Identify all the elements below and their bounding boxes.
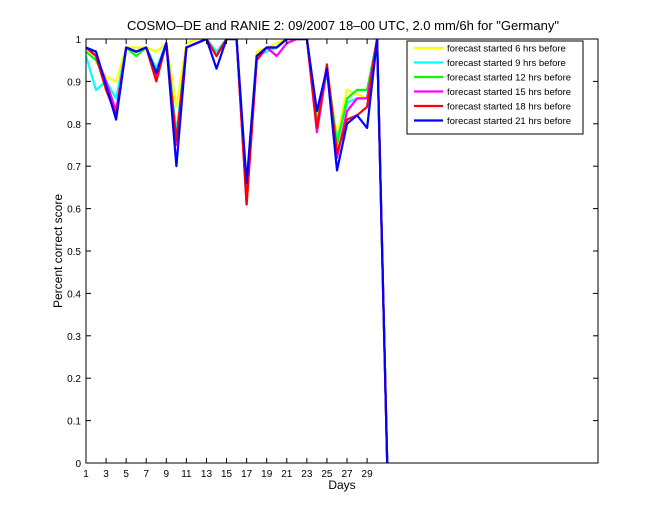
legend-label-3: forecast started 12 hrs before xyxy=(447,73,571,84)
x-axis-label: Days xyxy=(328,478,355,492)
x-tick-label: 1 xyxy=(83,469,89,480)
legend-label-2: forecast started 9 hrs before xyxy=(447,58,566,69)
y-tick-label: 0.8 xyxy=(67,120,81,131)
y-tick-label: 0.3 xyxy=(67,332,81,343)
y-tick-label: 0.5 xyxy=(67,247,81,258)
y-tick-label: 0 xyxy=(75,459,81,470)
x-tick-label: 7 xyxy=(143,469,149,480)
x-tick-label: 9 xyxy=(164,469,170,480)
x-tick-label: 13 xyxy=(201,469,213,480)
y-tick-label: 0.2 xyxy=(67,374,81,385)
x-tick-label: 3 xyxy=(103,469,109,480)
y-axis-label: Percent correct score xyxy=(51,194,65,308)
x-tick-label: 25 xyxy=(321,469,333,480)
x-tick-label: 15 xyxy=(221,469,233,480)
x-tick-label: 21 xyxy=(281,469,293,480)
y-tick-label: 0.9 xyxy=(67,77,81,88)
series-line-1 xyxy=(86,39,389,463)
y-tick-label: 1 xyxy=(75,35,81,46)
legend-box xyxy=(406,40,584,135)
x-tick-label: 29 xyxy=(362,469,374,480)
legend: forecast started 6 hrs before forecast st… xyxy=(406,40,584,135)
y-tick-label: 0.6 xyxy=(67,205,81,216)
legend-label-5: forecast started 18 hrs before xyxy=(447,102,571,113)
series-line-3 xyxy=(86,39,389,463)
series-line-2 xyxy=(86,39,389,463)
series-line-6 xyxy=(86,39,389,463)
x-tick-label: 11 xyxy=(181,469,192,480)
legend-label-1: forecast started 6 hrs before xyxy=(447,44,566,55)
x-tick-label: 23 xyxy=(301,469,313,480)
series-line-5 xyxy=(86,39,389,463)
y-tick-label: 0.1 xyxy=(67,417,81,428)
series-line-4 xyxy=(86,39,389,463)
legend-label-6: forecast started 21 hrs before xyxy=(447,116,571,127)
y-tick-label: 0.4 xyxy=(67,289,81,300)
y-tick-label: 0.7 xyxy=(67,162,81,173)
x-tick-label: 5 xyxy=(123,469,129,480)
chart-title: COSMO–DE and RANIE 2: 09/2007 18–00 UTC,… xyxy=(127,18,559,33)
x-tick-label: 19 xyxy=(261,469,273,480)
x-tick-label: 27 xyxy=(341,469,353,480)
legend-label-4: forecast started 15 hrs before xyxy=(447,87,571,98)
x-tick-label: 17 xyxy=(241,469,253,480)
